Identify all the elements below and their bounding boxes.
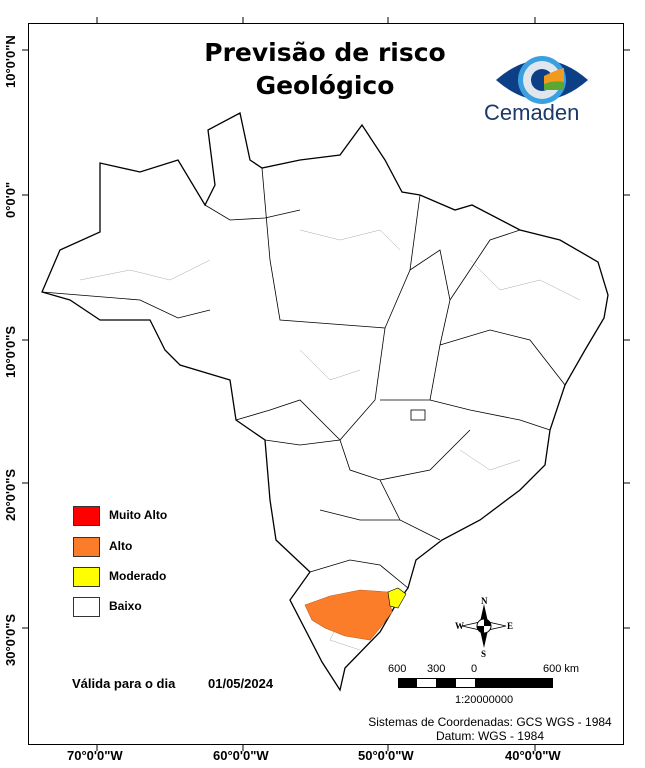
legend-label: Muito Alto [109,508,168,522]
brazil-outline [41,112,609,692]
lat-label: 10°0'0"N [3,35,18,88]
datum: Datum: WGS - 1984 [435,729,545,743]
risk-area-alto [304,589,393,641]
cemaden-logo-mark [496,56,588,104]
scale-tick: 300 [427,663,446,675]
title-line-2: Geológico [255,71,395,100]
lat-label: 10°0'0"S [3,325,18,378]
lat-label: 30°0'0"S [3,613,18,666]
scale-tick: 600 km [543,663,580,675]
lon-label: 60°0'0"W [213,748,269,763]
title-line-1: Previsão de risco [204,38,446,67]
compass-w: W [455,621,464,631]
lon-label: 70°0'0"W [67,748,123,763]
lat-label: 20°0'0"S [3,468,18,521]
coordinate-system: Sistemas de Coordenadas: GCS WGS - 1984 [368,715,612,729]
map-frame [28,23,624,745]
scale-ratio: 1:20000000 [455,694,514,706]
legend-swatch [73,567,100,587]
compass-n: N [481,596,488,606]
legend-swatch [73,537,100,557]
scale-tick: 600 [388,663,407,675]
lon-label: 50°0'0"W [358,748,414,763]
validity-label: Válida para o dia [72,676,176,691]
compass-e: E [507,621,514,631]
risk-area-moderado [387,587,407,609]
compass-s: S [481,649,487,659]
legend-label: Moderado [109,569,167,583]
compass-rose [461,604,507,648]
state-borders [41,167,566,589]
coordinate-system-note: Sistemas de Coordenadas: GCS WGS - 1984 … [340,715,640,743]
scale-bar [398,678,553,688]
graticule-ticks [22,17,630,751]
lat-label: 0°0'0" [3,181,18,218]
lon-label: 40°0'0"W [505,748,561,763]
cemaden-logo-text: Cemaden [484,100,580,125]
map-title: Previsão de risco Geológico [150,36,500,102]
legend-label: Alto [109,539,133,553]
legend-swatch [73,597,100,617]
legend-label: Baixo [109,599,142,613]
legend-swatch [73,506,100,526]
validity-date: 01/05/2024 [208,676,274,691]
scale-tick: 0 [471,663,478,675]
